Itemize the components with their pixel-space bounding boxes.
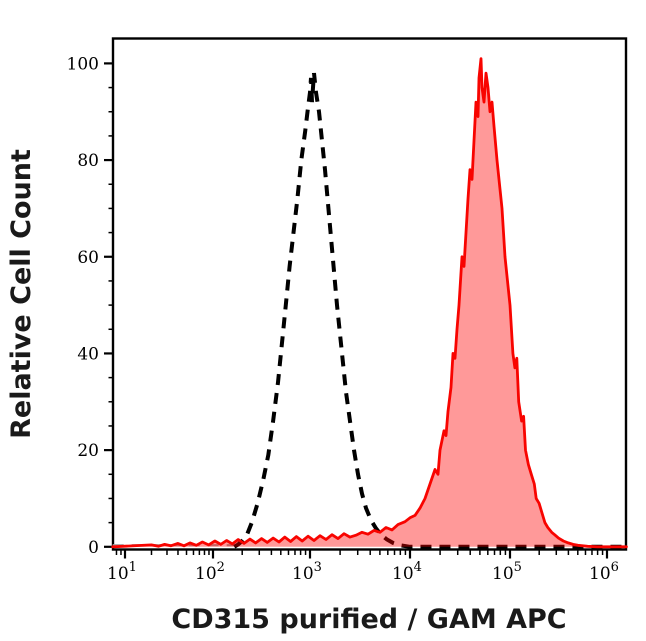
- y-tick-label: 80: [77, 151, 99, 171]
- y-tick-label: 0: [88, 538, 99, 558]
- histogram-curves: [111, 57, 628, 549]
- plot-frame: [111, 37, 628, 551]
- x-tick-exponent: 5: [514, 560, 522, 575]
- x-tick-label: 103: [292, 560, 322, 584]
- stained-curve-fill: [112, 58, 627, 547]
- x-tick-label: 101: [107, 560, 137, 584]
- x-axis-ticks: 101 102 103 104 105 106: [107, 550, 619, 584]
- y-tick-label: 20: [77, 441, 99, 461]
- x-tick-exponent: 4: [414, 560, 422, 575]
- x-tick-label: 106: [589, 560, 619, 584]
- y-tick-label: 40: [77, 344, 99, 364]
- x-tick-label: 102: [195, 560, 225, 584]
- x-tick-label: 105: [492, 560, 522, 584]
- x-tick-exponent: 6: [611, 560, 619, 575]
- x-axis-title: CD315 purified / GAM APC: [171, 604, 566, 635]
- stained-curve-outline: [111, 57, 628, 549]
- x-tick-exponent: 3: [314, 560, 322, 575]
- y-tick-label: 100: [67, 54, 99, 74]
- y-tick-label: 60: [77, 248, 99, 268]
- y-axis-ticks: 0 20 40 60 80 100: [67, 54, 113, 558]
- x-tick-label: 104: [392, 560, 422, 584]
- x-tick-exponent: 2: [217, 560, 225, 575]
- x-tick-exponent: 1: [129, 560, 137, 575]
- y-axis-title: Relative Cell Count: [6, 149, 37, 439]
- control-dashed-curve: [233, 72, 627, 549]
